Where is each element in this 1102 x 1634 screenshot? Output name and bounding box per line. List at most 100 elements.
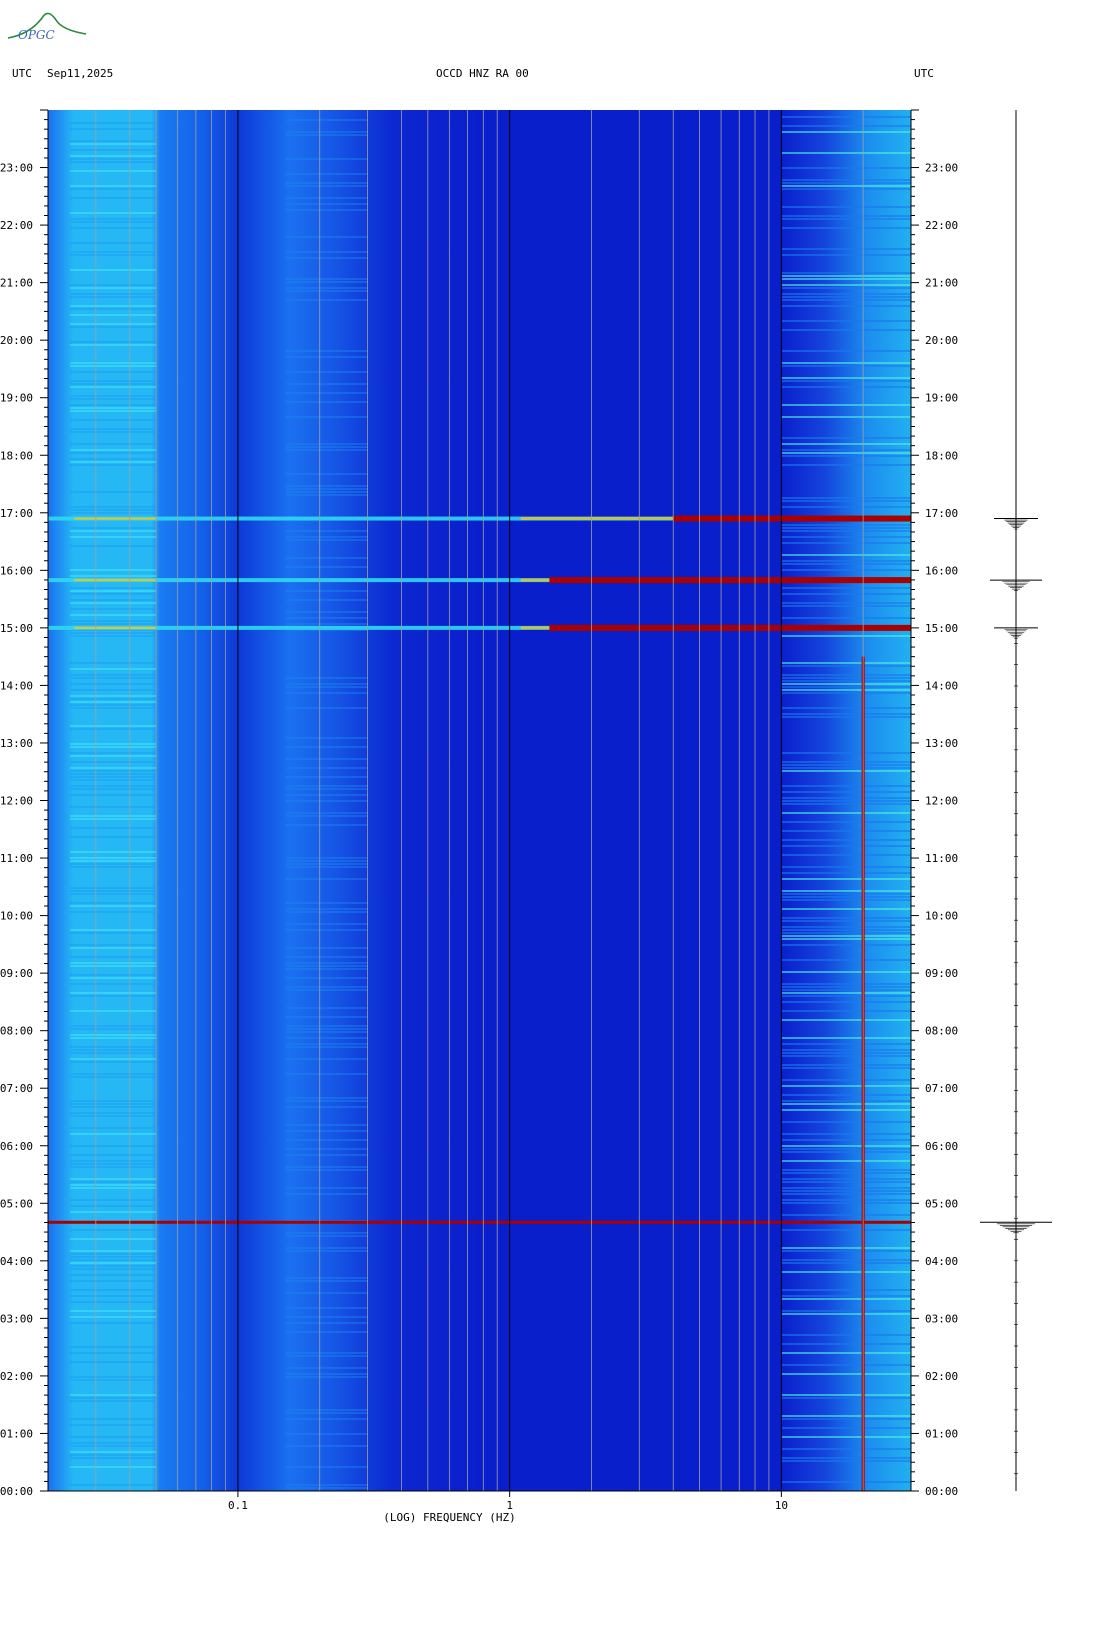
- stripe: [70, 608, 157, 610]
- stripe: [70, 662, 157, 664]
- stripe: [285, 491, 368, 493]
- stripe: [70, 1115, 157, 1117]
- stripe: [781, 989, 911, 991]
- stripe: [781, 437, 911, 439]
- stripe: [781, 602, 911, 604]
- stripe: [285, 857, 368, 859]
- stripe: [781, 542, 911, 544]
- stripe: [781, 206, 911, 208]
- stripe: [781, 686, 911, 688]
- y-tick-label-right: 06:00: [925, 1140, 958, 1153]
- stripe: [70, 932, 157, 934]
- stripe: [781, 878, 911, 880]
- stripe: [781, 377, 911, 379]
- stripe: [70, 689, 157, 691]
- stripe: [781, 1427, 911, 1429]
- stripe: [781, 125, 911, 127]
- stripe: [781, 365, 911, 367]
- stripe: [285, 824, 368, 826]
- stripe: [781, 1262, 911, 1264]
- stripe: [285, 401, 368, 403]
- stripe: [781, 299, 911, 301]
- stripe: [781, 152, 911, 154]
- stripe: [285, 812, 368, 814]
- stripe: [70, 1250, 157, 1252]
- stripe: [70, 512, 157, 514]
- stripe: [70, 158, 157, 160]
- stripe: [781, 899, 911, 901]
- stripe: [285, 962, 368, 964]
- stripe: [285, 1097, 368, 1099]
- stripe: [70, 1301, 157, 1303]
- stripe: [781, 983, 911, 985]
- stripe: [781, 1172, 911, 1174]
- stripe: [70, 905, 157, 907]
- stripe: [285, 446, 368, 448]
- stripe: [781, 1160, 911, 1162]
- stripe: [781, 278, 911, 280]
- y-tick-label-right: 05:00: [925, 1197, 958, 1210]
- stripe: [285, 977, 368, 979]
- event-band: [48, 625, 911, 630]
- y-tick-label-left: 05:00: [0, 1197, 33, 1210]
- stripe: [70, 1451, 157, 1453]
- stripe: [70, 1205, 157, 1207]
- stripe: [70, 161, 157, 163]
- stripe: [781, 185, 911, 187]
- stripe: [781, 830, 911, 832]
- stripe: [70, 1262, 157, 1264]
- stripe: [285, 590, 368, 592]
- stripe: [285, 1445, 368, 1447]
- stripe: [781, 845, 911, 847]
- stripe: [285, 617, 368, 619]
- y-tick-label-right: 16:00: [925, 564, 958, 577]
- event-warm: [520, 578, 550, 582]
- stripe: [285, 1280, 368, 1282]
- stripe: [70, 1445, 157, 1447]
- stripe: [70, 1379, 157, 1381]
- stripe: [781, 1193, 911, 1195]
- stripe: [285, 203, 368, 205]
- stripe: [781, 287, 911, 289]
- stripe: [70, 698, 157, 700]
- stripe: [70, 1361, 157, 1363]
- stripe: [70, 380, 157, 382]
- stripe: [781, 1019, 911, 1021]
- stripe: [70, 242, 157, 244]
- stripe: [285, 1124, 368, 1126]
- stripe: [285, 1331, 368, 1333]
- stripe: [70, 983, 157, 985]
- stripe: [781, 506, 911, 508]
- stripe: [781, 854, 911, 856]
- stripe: [781, 554, 911, 556]
- stripe: [781, 1397, 911, 1399]
- stripe: [781, 1103, 911, 1105]
- stripe: [781, 1298, 911, 1300]
- stripe: [781, 992, 911, 994]
- stripe: [781, 1079, 911, 1081]
- stripe: [285, 488, 368, 490]
- y-tick-label-right: 00:00: [925, 1485, 958, 1498]
- stripe: [70, 269, 157, 271]
- stripe: [285, 281, 368, 283]
- stripe: [70, 590, 157, 592]
- stripe: [781, 1247, 911, 1249]
- stripe: [70, 218, 157, 220]
- stripe: [781, 1010, 911, 1012]
- stripe: [781, 944, 911, 946]
- stripe: [781, 872, 911, 874]
- stripe: [781, 692, 911, 694]
- stripe: [70, 956, 157, 958]
- stripe: [285, 1250, 368, 1252]
- stripe: [70, 149, 157, 151]
- stripe: [70, 509, 157, 511]
- stripe: [781, 1313, 911, 1315]
- stripe: [285, 1316, 368, 1318]
- stripe: [70, 1400, 157, 1402]
- opgc-logo: OPGC: [7, 12, 87, 42]
- stripe: [70, 155, 157, 157]
- stripe: [70, 1457, 157, 1459]
- stripe: [781, 689, 911, 691]
- stripe: [781, 1289, 911, 1291]
- y-tick-label-right: 22:00: [925, 219, 958, 232]
